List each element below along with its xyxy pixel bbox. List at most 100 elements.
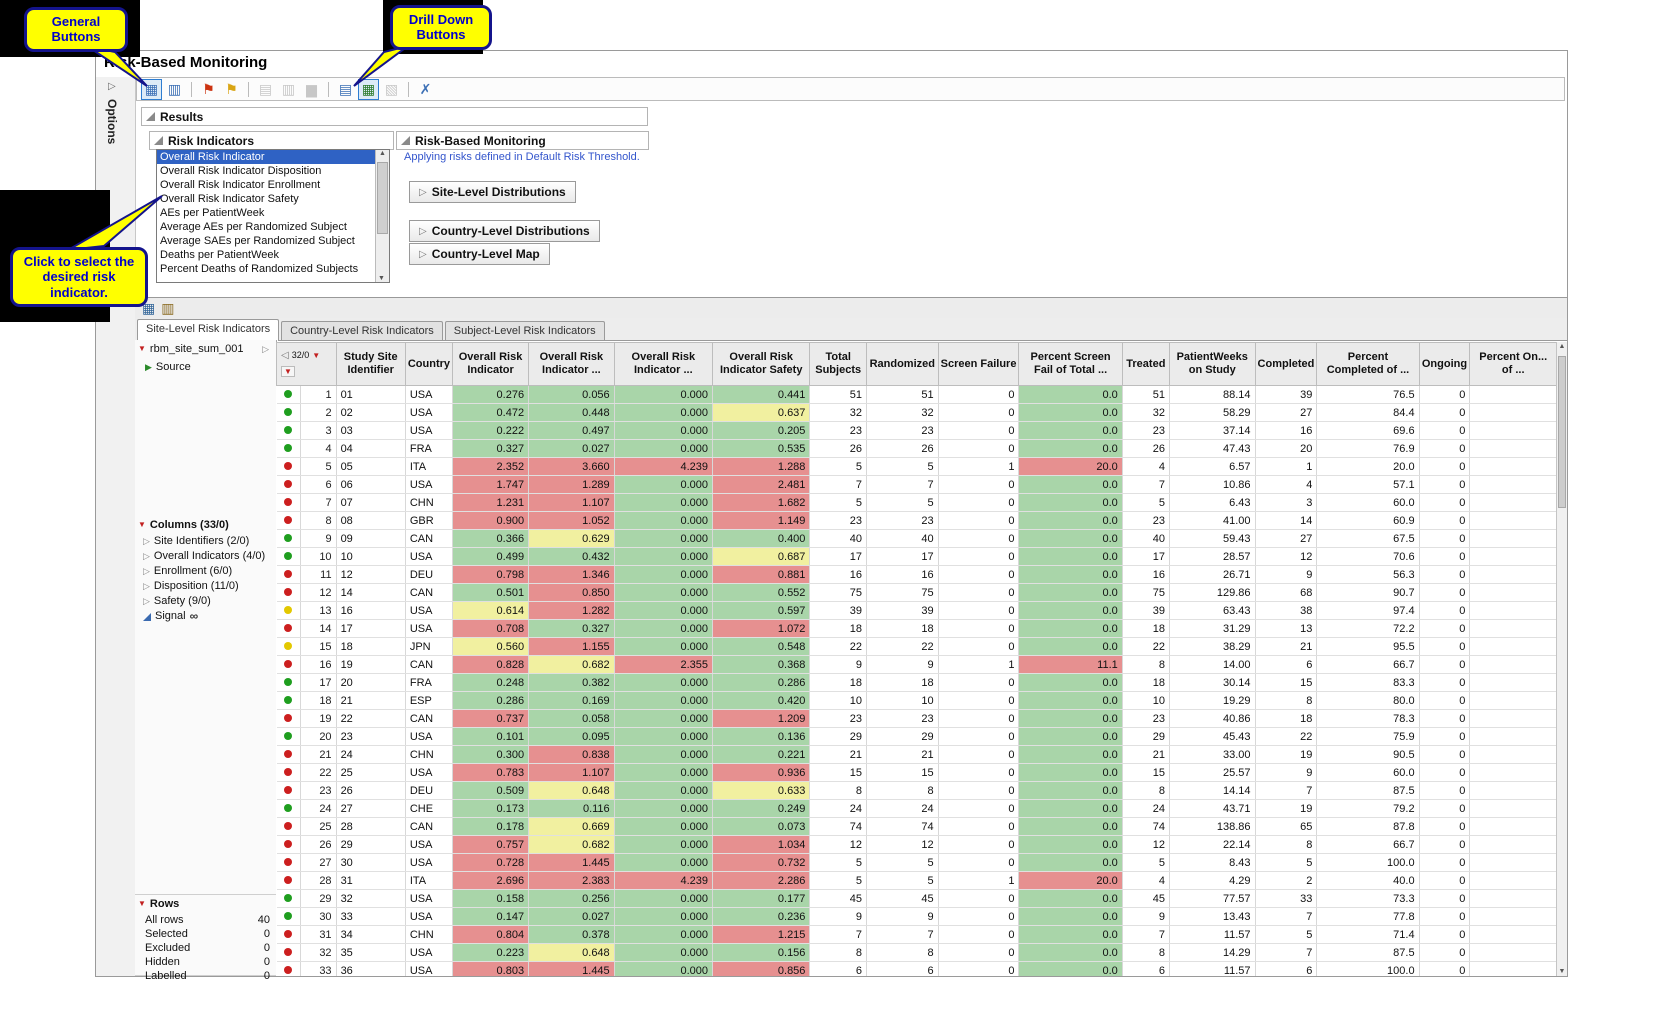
cell[interactable]: 24 <box>810 800 867 818</box>
cell-country[interactable]: USA <box>405 476 452 494</box>
cell-site-identifier[interactable]: 30 <box>336 854 405 872</box>
cell[interactable]: 1.346 <box>529 566 615 584</box>
cell[interactable]: 0.757 <box>453 836 529 854</box>
cell[interactable]: 72.2 <box>1317 620 1419 638</box>
cell[interactable]: 10.86 <box>1169 476 1255 494</box>
cell[interactable]: 0.0 <box>1019 476 1122 494</box>
cell[interactable]: 9 <box>1255 566 1317 584</box>
cell[interactable]: 6 <box>1255 962 1317 977</box>
cell-country[interactable]: USA <box>405 764 452 782</box>
row-state-selector[interactable]: ◁32/0▼▼ <box>277 343 337 386</box>
cell[interactable]: 0.000 <box>614 566 712 584</box>
cell[interactable]: 74 <box>810 818 867 836</box>
cell[interactable]: 8 <box>1122 782 1169 800</box>
broom-red-icon[interactable]: ⚑ <box>198 79 219 100</box>
cell[interactable]: 26 <box>1122 440 1169 458</box>
close-report-icon[interactable]: ✗ <box>415 79 436 100</box>
cell[interactable]: 4.239 <box>614 872 712 890</box>
disclosure-icon[interactable]: ▷ <box>143 579 150 594</box>
cell[interactable]: 1.231 <box>453 494 529 512</box>
cell[interactable]: 6 <box>1122 962 1169 977</box>
cell[interactable]: 12 <box>866 836 938 854</box>
cell[interactable]: 0.000 <box>614 854 712 872</box>
cell[interactable]: 60.9 <box>1317 512 1419 530</box>
cell[interactable]: 0 <box>1419 512 1470 530</box>
cell[interactable]: 0.000 <box>614 782 712 800</box>
cell[interactable]: 0.256 <box>529 890 615 908</box>
cell[interactable]: 0.648 <box>529 782 615 800</box>
row-number[interactable]: 33 <box>300 962 336 977</box>
cell[interactable]: 2.383 <box>529 872 615 890</box>
cell[interactable]: 0.803 <box>453 962 529 977</box>
cell[interactable]: 0 <box>938 566 1019 584</box>
cell[interactable]: 14.29 <box>1169 944 1255 962</box>
cell[interactable]: 7 <box>810 476 867 494</box>
cell[interactable]: 66.7 <box>1317 656 1419 674</box>
cell[interactable]: 0.509 <box>453 782 529 800</box>
cell[interactable]: 0 <box>938 584 1019 602</box>
cell[interactable]: 1 <box>1255 458 1317 476</box>
row-number[interactable]: 14 <box>300 620 336 638</box>
cell[interactable]: 29 <box>810 728 867 746</box>
cell[interactable] <box>1470 944 1557 962</box>
cell[interactable]: 78.3 <box>1317 710 1419 728</box>
cell[interactable]: 6.57 <box>1169 458 1255 476</box>
cell[interactable]: 0.058 <box>529 710 615 728</box>
cell-country[interactable]: USA <box>405 422 452 440</box>
cell[interactable]: 0 <box>938 764 1019 782</box>
cell[interactable]: 76.9 <box>1317 440 1419 458</box>
cell[interactable]: 2 <box>1255 872 1317 890</box>
cell[interactable]: 0 <box>938 440 1019 458</box>
cell[interactable]: 0 <box>938 404 1019 422</box>
cell[interactable]: 10 <box>810 692 867 710</box>
cell[interactable]: 6 <box>1255 656 1317 674</box>
cell[interactable]: 1.289 <box>529 476 615 494</box>
cell[interactable]: 33.00 <box>1169 746 1255 764</box>
cell[interactable]: 17 <box>866 548 938 566</box>
cell[interactable]: 0.249 <box>712 800 809 818</box>
cell[interactable]: 15 <box>866 764 938 782</box>
cell[interactable]: 38 <box>1255 602 1317 620</box>
cell[interactable]: 0.0 <box>1019 512 1122 530</box>
cell[interactable]: 0 <box>938 674 1019 692</box>
cell[interactable]: 87.8 <box>1317 818 1419 836</box>
cell[interactable]: 27 <box>1255 530 1317 548</box>
cell[interactable]: 7 <box>1255 944 1317 962</box>
cell[interactable] <box>1470 764 1557 782</box>
table-row[interactable]: 101USA0.2760.0560.0000.441515100.05188.1… <box>277 386 1557 404</box>
cell[interactable]: 0.0 <box>1019 962 1122 977</box>
cell[interactable]: 0 <box>1419 728 1470 746</box>
cell-site-identifier[interactable]: 22 <box>336 710 405 728</box>
cell[interactable]: 0.637 <box>712 404 809 422</box>
cell[interactable]: 0.178 <box>453 818 529 836</box>
cell[interactable]: 0.0 <box>1019 602 1122 620</box>
cell[interactable]: 0.000 <box>614 602 712 620</box>
cell[interactable]: 0 <box>1419 926 1470 944</box>
cell[interactable]: 12 <box>1122 836 1169 854</box>
columns-panel-header[interactable]: ▼ Columns (33/0) <box>135 516 276 534</box>
cell[interactable] <box>1470 692 1557 710</box>
cell[interactable]: 0.0 <box>1019 800 1122 818</box>
results-outline[interactable]: Results <box>141 107 648 126</box>
cell[interactable]: 0 <box>1419 908 1470 926</box>
cell[interactable]: 0.828 <box>453 656 529 674</box>
cell[interactable]: 75 <box>810 584 867 602</box>
cell[interactable]: 16 <box>866 566 938 584</box>
cell[interactable]: 0 <box>1419 944 1470 962</box>
cell[interactable]: 0.101 <box>453 728 529 746</box>
cell[interactable]: 0 <box>938 602 1019 620</box>
cell[interactable]: 0.027 <box>529 908 615 926</box>
cell[interactable]: 0.056 <box>529 386 615 404</box>
cell[interactable]: 0.000 <box>614 674 712 692</box>
cell[interactable]: 5 <box>810 458 867 476</box>
cell[interactable]: 75 <box>866 584 938 602</box>
risk-indicator-list[interactable]: Overall Risk IndicatorOverall Risk Indic… <box>156 149 390 283</box>
table-row[interactable]: 1316USA0.6141.2820.0000.597393900.03963.… <box>277 602 1557 620</box>
cell[interactable]: 0 <box>1419 710 1470 728</box>
cell[interactable]: 8 <box>810 782 867 800</box>
table-row[interactable]: 3336USA0.8031.4450.0000.8566600.0611.576… <box>277 962 1557 977</box>
cell[interactable]: 5 <box>1122 854 1169 872</box>
cell[interactable] <box>1470 476 1557 494</box>
table-row[interactable]: 2831ITA2.6962.3834.2392.28655120.044.292… <box>277 872 1557 890</box>
cell[interactable]: 0 <box>1419 458 1470 476</box>
